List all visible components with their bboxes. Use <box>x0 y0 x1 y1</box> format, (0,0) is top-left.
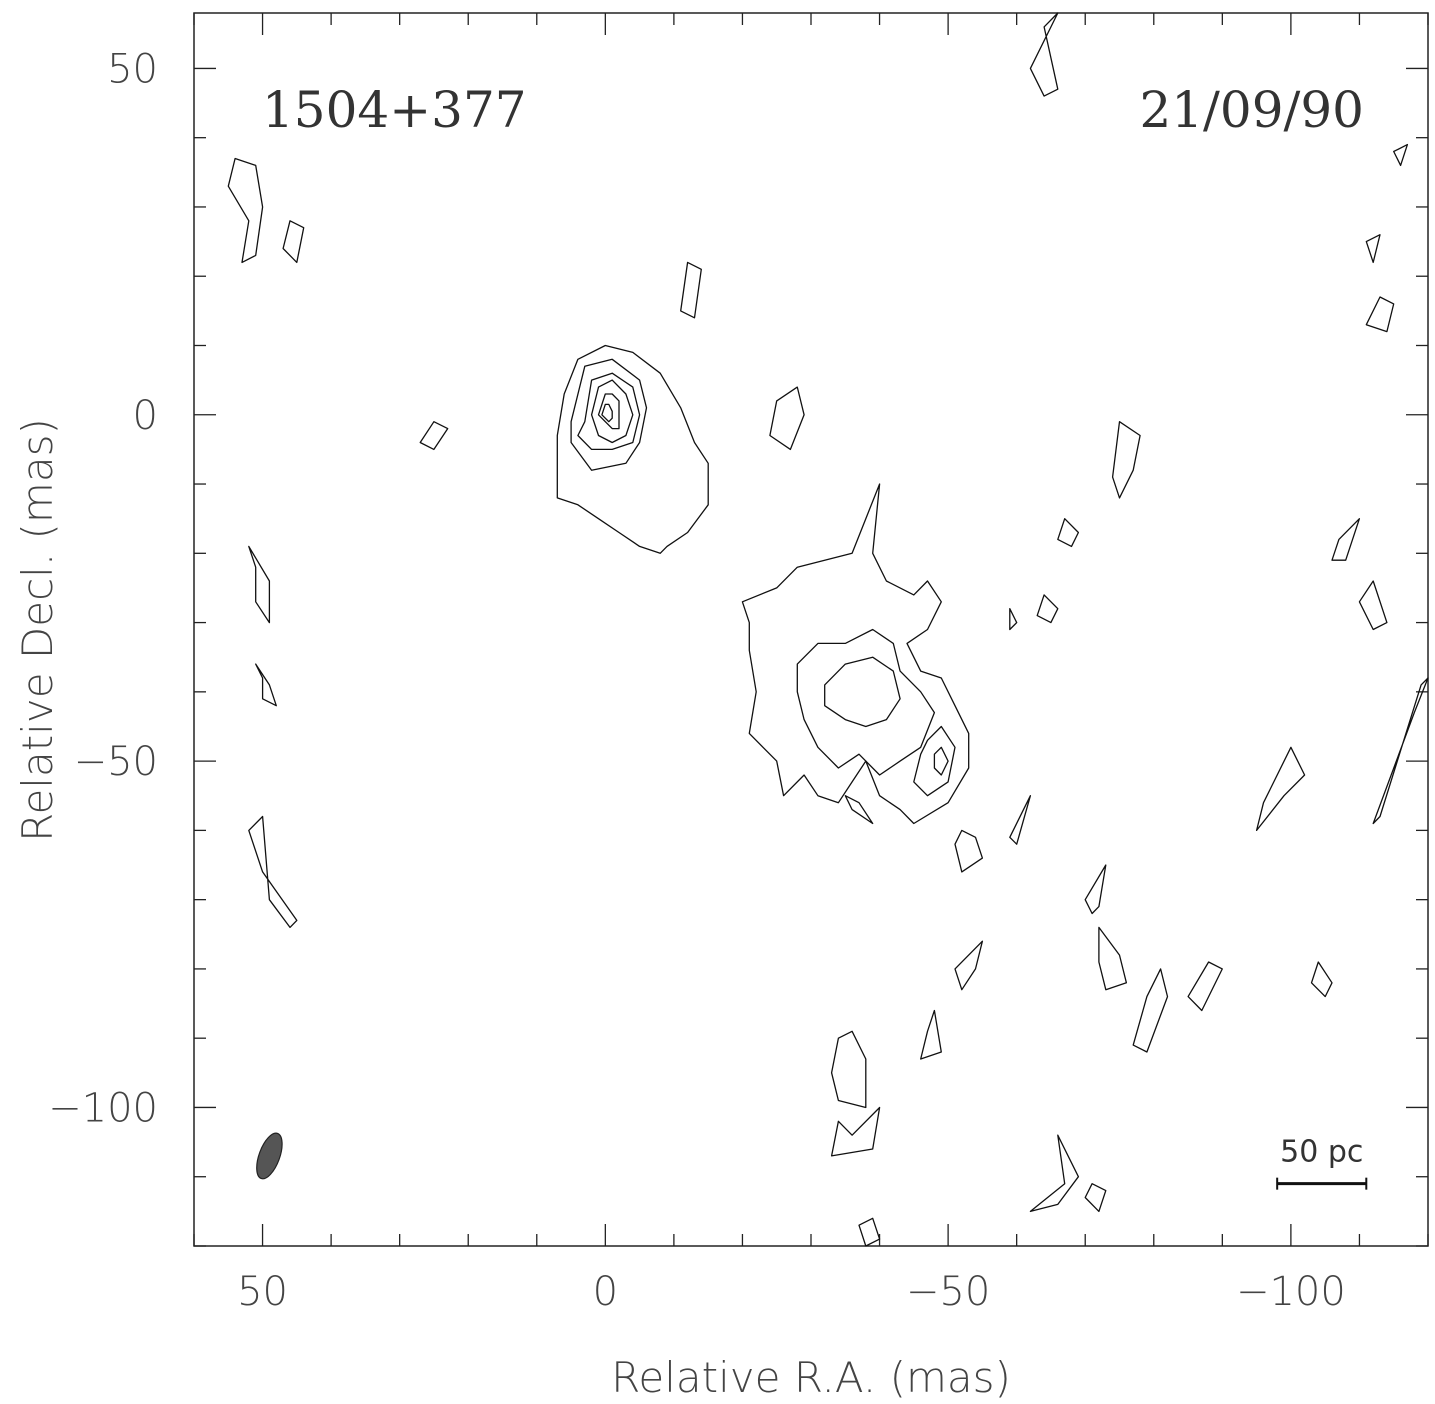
date-label: 21/09/90 <box>1139 81 1364 139</box>
jet-contour <box>796 628 936 776</box>
source-label: 1504+377 <box>262 81 527 139</box>
noise-contour <box>255 663 277 707</box>
x-axis-label: Relative R.A. (mas) <box>611 1353 1011 1402</box>
noise-contour <box>830 1106 881 1157</box>
y-axis-label: Relative Decl. (mas) <box>13 418 62 842</box>
jet-contour <box>741 483 970 825</box>
core-contour <box>590 379 634 444</box>
y-tick-label: 0 <box>133 393 158 439</box>
noise-contour <box>227 157 264 264</box>
noise-contour <box>954 829 984 873</box>
noise-contour <box>954 940 984 991</box>
noise-contour <box>1029 1134 1080 1213</box>
beam-shape <box>256 1132 283 1180</box>
y-tick-label: −50 <box>74 739 158 785</box>
noise-contour <box>830 1030 867 1109</box>
noise-contour <box>1036 594 1059 624</box>
noise-contour <box>1372 677 1429 825</box>
noise-contour <box>1365 234 1381 264</box>
y-tick-label: 50 <box>107 46 158 92</box>
noise-contour <box>1255 746 1306 832</box>
noise-contour <box>1187 961 1223 1012</box>
x-tick-label: 0 <box>593 1269 618 1315</box>
noise-contour <box>1111 421 1141 499</box>
jet-contour <box>824 656 901 728</box>
scale-bar <box>1276 1177 1368 1190</box>
core-contour <box>570 358 648 471</box>
noise-contour <box>680 261 702 319</box>
x-tick-label: −50 <box>906 1269 990 1315</box>
x-tick-label: −100 <box>1236 1269 1346 1315</box>
noise-contour <box>1029 12 1059 97</box>
contour-lines <box>227 12 1429 1247</box>
jet-contour <box>913 725 956 797</box>
plot-frame <box>193 12 1429 1247</box>
tick-labels: 50 0 −50 −100 50 0 −50 −100 <box>48 46 1346 1315</box>
noise-contour <box>1331 518 1361 561</box>
noise-contour <box>248 545 271 624</box>
noise-contour <box>1057 518 1080 548</box>
core-contour <box>597 393 620 430</box>
noise-contour <box>1009 795 1032 845</box>
noise-contour <box>769 386 805 451</box>
noise-contour <box>1393 143 1409 167</box>
noise-contour <box>844 795 874 825</box>
x-tick-label: 50 <box>237 1269 288 1315</box>
y-tick-label: −100 <box>48 1085 158 1131</box>
noise-contour <box>1009 608 1018 631</box>
noise-contour <box>1098 926 1128 991</box>
noise-contour <box>858 1217 881 1247</box>
core-outer-contour <box>556 344 709 554</box>
noise-contour <box>1310 961 1333 998</box>
noise-contour <box>1365 296 1395 333</box>
noise-contour <box>248 815 298 929</box>
noise-contour <box>419 421 449 451</box>
noise-contour <box>1084 1183 1107 1213</box>
core-contour <box>601 403 613 423</box>
core-contour <box>577 372 641 451</box>
noise-contour <box>920 1009 942 1060</box>
axis-ticks <box>193 13 1429 1247</box>
scale-bar-label: 50 pc <box>1280 1135 1363 1170</box>
noise-contour <box>1358 580 1388 631</box>
noise-contour <box>1132 968 1169 1053</box>
noise-contour <box>282 220 305 264</box>
beam-ellipse <box>256 1132 283 1180</box>
jet-contour <box>933 746 949 776</box>
noise-contour <box>1084 864 1107 915</box>
